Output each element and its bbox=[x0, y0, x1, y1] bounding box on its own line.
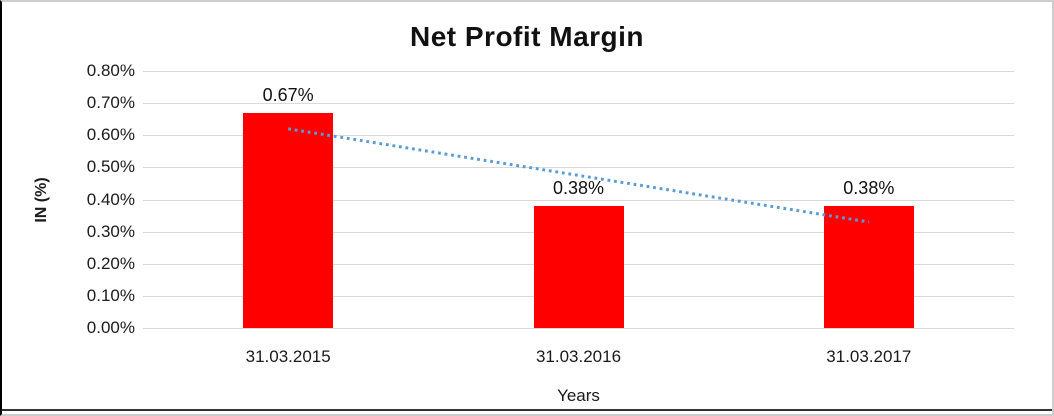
y-gridline bbox=[143, 103, 1014, 105]
x-tick-label: 31.03.2017 bbox=[826, 347, 912, 366]
x-tick-label: 31.03.2016 bbox=[535, 347, 622, 366]
y-tick-label: 0.00% bbox=[86, 318, 135, 337]
x-axis-title: Years bbox=[557, 386, 600, 405]
y-tick-label: 0.10% bbox=[86, 285, 135, 305]
y-gridline bbox=[143, 71, 1014, 72]
bar-data-label: 0.67% bbox=[262, 84, 314, 105]
bar bbox=[533, 205, 624, 328]
y-tick-label: 0.30% bbox=[86, 221, 135, 241]
y-tick-label: 0.80% bbox=[86, 61, 135, 80]
y-tick-label: 0.70% bbox=[86, 93, 135, 113]
bar-data-label: 0.38% bbox=[843, 177, 895, 198]
bar bbox=[823, 205, 914, 328]
x-tick-label: 31.03.2015 bbox=[245, 347, 331, 366]
y-gridline bbox=[143, 328, 1014, 329]
bar-data-label: 0.38% bbox=[552, 177, 605, 198]
y-tick-label: 0.20% bbox=[86, 253, 135, 273]
chart-title: Net Profit Margin bbox=[409, 21, 645, 52]
y-tick-label: 0.60% bbox=[86, 125, 135, 145]
chart-bottom-border bbox=[2, 409, 1052, 411]
y-tick-label: 0.50% bbox=[86, 157, 135, 177]
bar bbox=[243, 112, 334, 328]
y-tick-label: 0.40% bbox=[86, 189, 135, 209]
